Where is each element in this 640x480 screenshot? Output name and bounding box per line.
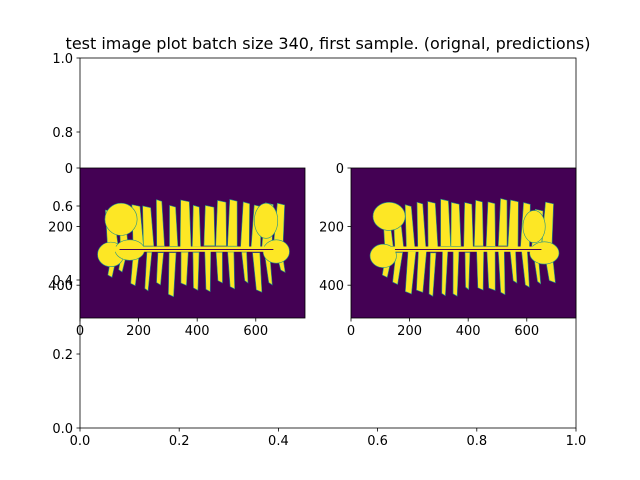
original-y-tick-label: 400	[48, 279, 73, 294]
original-y-tick-label: 0	[65, 162, 73, 177]
prediction-y-tick-label: 200	[319, 221, 344, 236]
original-x-tick-label: 0	[76, 324, 84, 339]
original-image-axes: 0 200 400 600 0 200 400	[48, 162, 306, 339]
lower-tooth-mark	[241, 251, 249, 284]
upper-tooth-mark	[473, 199, 484, 247]
upper-tooth-mark	[179, 199, 192, 248]
outer-y-tick-label: 0.8	[52, 126, 73, 141]
outer-y-tick-label: 0.2	[52, 348, 73, 363]
outer-x-tick-label: 0.0	[70, 434, 91, 449]
upper-tooth-mark	[497, 198, 508, 247]
lower-tooth-mark	[227, 251, 235, 290]
outer-x-tick-label: 0.6	[367, 434, 388, 449]
prediction-image-frame	[350, 167, 577, 319]
lower-tooth-mark	[476, 250, 484, 291]
outer-y-tick-label: 1.0	[52, 52, 73, 67]
upper-tooth-mark	[192, 204, 201, 247]
upper-tooth-mark	[227, 199, 238, 247]
original-x-tick-label: 200	[126, 324, 151, 339]
molar-mark	[372, 201, 406, 231]
prediction-x-tick-label: 0	[347, 324, 355, 339]
upper-tooth-mark	[215, 200, 227, 247]
outer-y-tick-label: 0.0	[52, 422, 73, 437]
lower-tooth-mark	[428, 252, 437, 297]
upper-tooth-mark	[485, 201, 496, 247]
outer-y-tick-label: 0.4	[52, 274, 73, 289]
prediction-x-tick-label: 400	[456, 324, 481, 339]
molar-mark	[254, 202, 279, 239]
outer-y-tick-label: 0.6	[52, 200, 73, 215]
prediction-image-axes: 0 200 400 600 0 200 400	[319, 162, 577, 339]
original-image-frame	[79, 167, 306, 319]
upper-tooth-mark	[169, 204, 179, 247]
original-teeth-mask	[97, 199, 290, 298]
lower-tooth-mark	[204, 250, 212, 293]
prediction-x-tick-label: 200	[397, 324, 422, 339]
lower-tooth-mark	[156, 252, 164, 286]
outer-x-tick-label: 0.2	[169, 434, 190, 449]
original-y-tick-label: 200	[48, 221, 73, 236]
lower-tooth-mark	[180, 251, 189, 286]
outer-x-tick-label: 0.4	[268, 434, 289, 449]
original-x-tick-label: 600	[243, 324, 268, 339]
prediction-x-tick-label: 600	[514, 324, 539, 339]
upper-tooth-mark	[450, 202, 462, 247]
outer-axes: 0.0 0.2 0.4 0.6 0.8 1.0 0.0 0.2 0.4 0.6 0.8 1.0	[52, 52, 586, 449]
upper-tooth-mark	[142, 205, 155, 247]
upper-tooth-mark	[156, 199, 165, 247]
lower-tooth-mark	[252, 252, 263, 293]
molar-mark	[104, 202, 138, 236]
lower-tooth-mark	[144, 251, 153, 292]
outer-x-tick-label: 0.8	[466, 434, 487, 449]
lower-tooth-mark	[215, 251, 223, 284]
lower-tooth-mark	[168, 252, 177, 298]
lower-tooth-mark	[192, 252, 200, 291]
prediction-y-tick-label: 0	[336, 162, 344, 177]
lower-tooth-mark	[464, 252, 471, 291]
outer-x-tick-label: 1.0	[566, 434, 587, 449]
molar-mark	[522, 210, 546, 244]
upper-tooth-mark	[463, 202, 474, 248]
prediction-y-tick-label: 400	[319, 279, 344, 294]
prediction-teeth-mask	[369, 198, 560, 297]
upper-tooth-mark	[203, 205, 216, 247]
original-x-tick-label: 400	[185, 324, 210, 339]
molar-mark	[529, 241, 560, 265]
figure-title: test image plot batch size 340, first sa…	[66, 34, 591, 53]
